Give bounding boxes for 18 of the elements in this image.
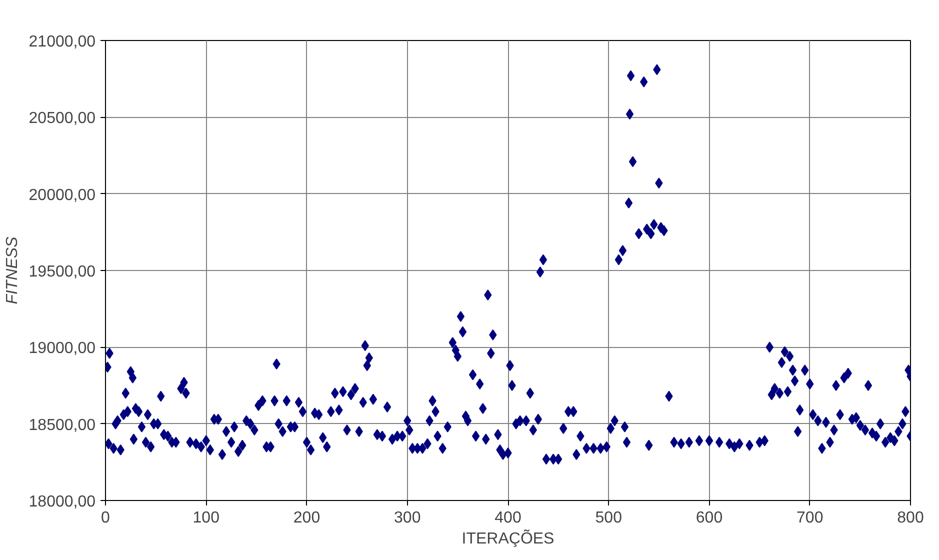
- x-tick-label: 700: [796, 510, 824, 526]
- y-tick-label: 20500,00: [28, 110, 96, 128]
- y-tick-label: 18500,00: [28, 416, 96, 434]
- x-tick-label: 200: [293, 510, 320, 526]
- x-tick-label: 800: [897, 510, 924, 526]
- y-tick-label: 19000,00: [28, 340, 96, 358]
- x-axis-title: ITERAÇÕES: [462, 528, 554, 548]
- y-tick-label: 20000,00: [28, 186, 96, 204]
- y-axis-title: FITNESS: [4, 236, 21, 304]
- x-tick-label: 100: [192, 510, 220, 526]
- y-tick-label: 19500,00: [28, 264, 96, 280]
- x-tick-label: 400: [494, 510, 522, 526]
- y-tick-label: 21000,00: [28, 34, 96, 50]
- y-tick-label: 18000,00: [28, 494, 96, 510]
- x-tick-label: 300: [394, 510, 421, 526]
- x-tick-label: 0: [101, 510, 110, 526]
- x-tick-label: 600: [696, 510, 723, 526]
- x-tick-label: 500: [595, 510, 622, 526]
